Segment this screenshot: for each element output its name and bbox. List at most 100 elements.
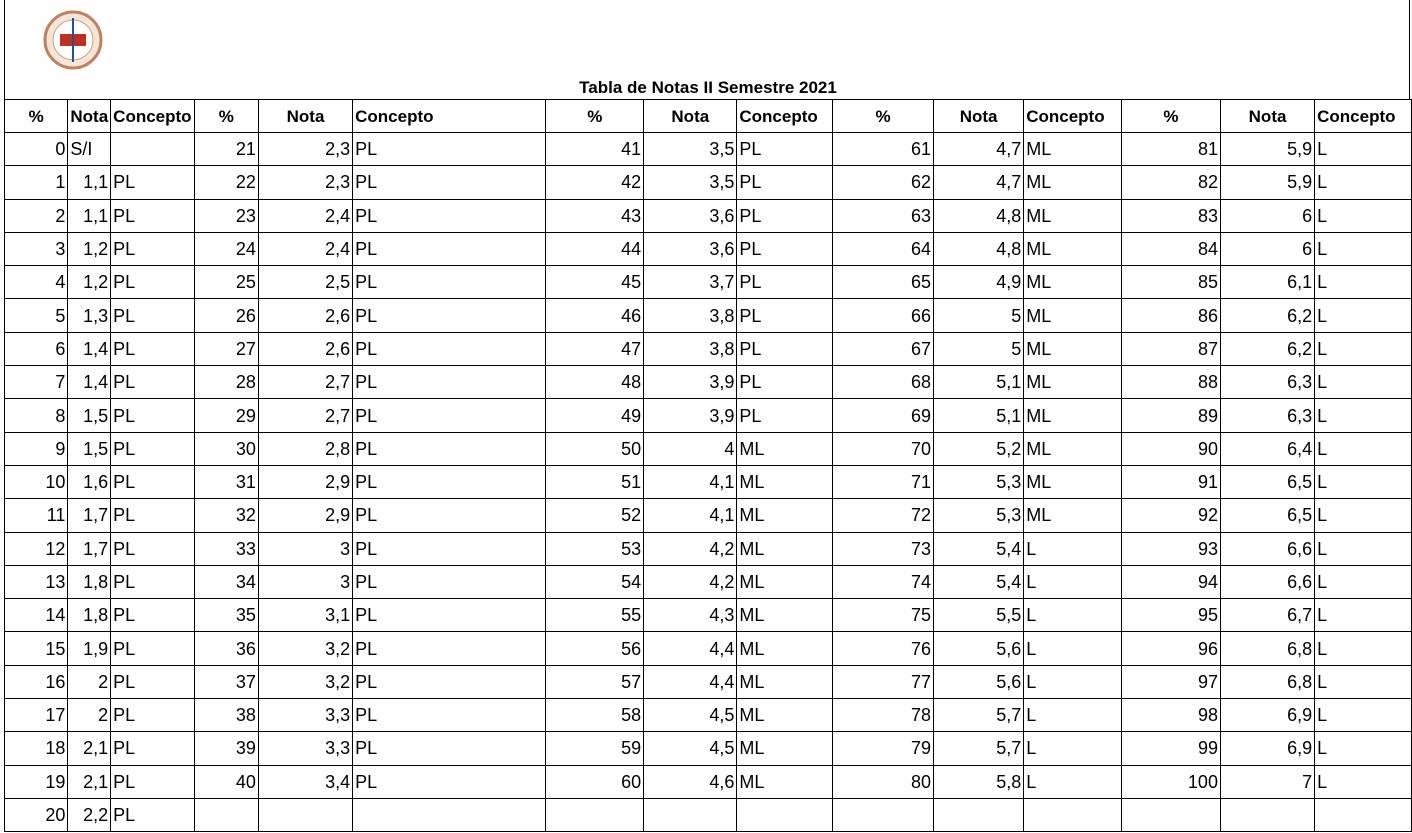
table-row: 2 1,1 PL 23 2,4 PL 43 3,6 PL 63 4,8 ML 83 6 L (3, 198, 1412, 233)
table-cell: 42 (545, 165, 645, 200)
table-cell (352, 797, 547, 833)
table-cell: L (1023, 764, 1122, 799)
column-header: Nota (932, 99, 1025, 133)
table-cell: L (1314, 165, 1412, 200)
table-cell: 5 (932, 331, 1025, 367)
table-cell: 5,9 (1219, 131, 1316, 167)
table-cell: 2,8 (257, 431, 354, 466)
table-cell: 84 (1120, 231, 1221, 267)
table-cell: PL (352, 664, 547, 700)
table-cell: 80 (832, 764, 934, 799)
table-cell: 40 (193, 764, 259, 799)
table-cell: 98 (1120, 698, 1221, 733)
column-header: Concepto (1023, 99, 1122, 133)
table-cell: ML (1023, 231, 1122, 267)
table-cell: 34 (193, 564, 259, 600)
table-row: 7 1,4 PL 28 2,7 PL 48 3,9 PL 68 5,1 ML 88 6,3 L (3, 365, 1412, 400)
table-cell: ML (736, 731, 834, 766)
table-cell: 3,2 (257, 664, 354, 700)
table-cell: L (1314, 398, 1412, 433)
table-cell: 46 (545, 298, 645, 333)
table-cell: 44 (545, 231, 645, 267)
table-cell: L (1314, 698, 1412, 733)
table-cell: 61 (832, 131, 934, 167)
table-cell: 31 (193, 464, 259, 500)
table-cell: 63 (832, 198, 934, 233)
table-cell: ML (1023, 265, 1122, 300)
table-cell: 88 (1120, 365, 1221, 400)
table-row: 9 1,5 PL 30 2,8 PL 50 4 ML 70 5,2 ML 90 6,4 L (3, 431, 1412, 466)
table-cell: 5,7 (932, 731, 1025, 766)
table-cell: 4,2 (643, 564, 738, 600)
table-cell: 5,6 (932, 664, 1025, 700)
table-cell: 38 (193, 698, 259, 733)
table-cell: 4,1 (643, 464, 738, 500)
table-cell: ML (736, 431, 834, 466)
table-cell: 45 (545, 265, 645, 300)
table-cell: 17 (3, 698, 69, 733)
table-cell: 2,6 (257, 298, 354, 333)
table-cell: PL (352, 165, 547, 200)
table-cell: 24 (193, 231, 259, 267)
table-cell: 64 (832, 231, 934, 267)
table-cell: ML (736, 598, 834, 633)
table-cell (110, 131, 195, 167)
table-cell: 1,9 (67, 631, 112, 666)
table-cell: PL (110, 564, 195, 600)
table-cell: PL (110, 398, 195, 433)
table-cell: 1,7 (67, 498, 112, 533)
table-cell: 4,8 (932, 231, 1025, 267)
table-cell: L (1023, 631, 1122, 666)
table-cell: 5,3 (932, 464, 1025, 500)
table-cell: 48 (545, 365, 645, 400)
table-cell: PL (736, 198, 834, 233)
table-cell: 51 (545, 464, 645, 500)
table-cell: 6,9 (1219, 698, 1316, 733)
table-cell: PL (110, 431, 195, 466)
table-cell: L (1314, 464, 1412, 500)
table-cell: PL (736, 398, 834, 433)
table-cell: 2 (67, 698, 112, 733)
table-cell: S/I (67, 131, 112, 167)
table-cell: PL (352, 531, 547, 566)
table-cell: 92 (1120, 498, 1221, 533)
table-cell: 27 (193, 331, 259, 367)
table-cell: 21 (193, 131, 259, 167)
table-row: 5 1,3 PL 26 2,6 PL 46 3,8 PL 66 5 ML 86 6,2 L (3, 298, 1412, 333)
table-cell: PL (110, 698, 195, 733)
header-row: % Nota Concepto% Nota Concepto% Nota Concepto%… (3, 99, 1412, 133)
table-cell: PL (352, 598, 547, 633)
table-cell: 3,6 (643, 198, 738, 233)
table-cell: PL (110, 664, 195, 700)
table-cell: ML (736, 564, 834, 600)
table-cell: 5,4 (932, 531, 1025, 566)
table-cell: ML (1023, 464, 1122, 500)
table-cell: 1,1 (67, 198, 112, 233)
table-cell: 1,3 (67, 298, 112, 333)
column-header: Nota (1219, 99, 1316, 133)
table-cell: ML (736, 464, 834, 500)
table-cell: 3,2 (257, 631, 354, 666)
table-cell: 19 (3, 764, 69, 799)
table-cell: 33 (193, 531, 259, 566)
table-cell: ML (736, 698, 834, 733)
table-cell: 5,2 (932, 431, 1025, 466)
table-cell: 65 (832, 265, 934, 300)
table-cell: 77 (832, 664, 934, 700)
table-cell (832, 797, 934, 833)
column-header: Nota (643, 99, 738, 133)
table-cell: L (1314, 231, 1412, 267)
table-cell: 3 (257, 564, 354, 600)
table-cell: 2,6 (257, 331, 354, 367)
table-cell: 96 (1120, 631, 1221, 666)
table-cell: 5,5 (932, 598, 1025, 633)
table-row: 11 1,7 PL 32 2,9 PL 52 4,1 ML 72 5,3 ML 92 6,5 L (3, 498, 1412, 533)
table-cell: 3 (3, 231, 69, 267)
table-cell: 20 (3, 797, 69, 833)
table-cell: L (1314, 298, 1412, 333)
table-cell: 5 (932, 298, 1025, 333)
table-cell: 1,4 (67, 365, 112, 400)
table-cell: 3,1 (257, 598, 354, 633)
column-header: % (1120, 99, 1221, 133)
table-cell: 5 (3, 298, 69, 333)
